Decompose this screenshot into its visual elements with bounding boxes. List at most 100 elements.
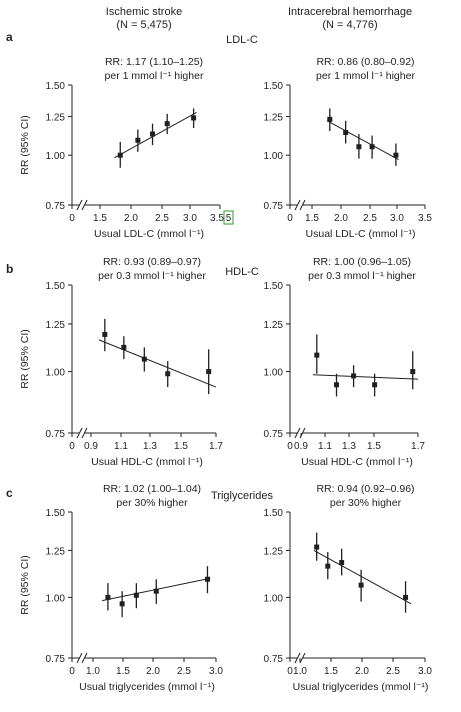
rr-annotation-line: RR: 0.86 (0.80–0.92) xyxy=(316,56,414,68)
rr-annotation-line: RR: 1.17 (1.10–1.25) xyxy=(105,56,203,68)
panel-label-c: c xyxy=(6,486,13,500)
x-tick-label: 0 xyxy=(287,441,293,452)
data-point xyxy=(393,152,399,158)
y-axis-label: RR (95% CI) xyxy=(19,115,31,175)
x-axis-break-mark xyxy=(294,427,301,439)
x-axis-break-gap xyxy=(79,199,85,211)
y-tick-label: 1.00 xyxy=(46,368,66,379)
rr-annotation-line: RR: 0.94 (0.92–0.96) xyxy=(316,483,414,495)
x-tick-label: 0.9 xyxy=(84,441,98,452)
y-tick-label: 1.50 xyxy=(46,81,66,92)
x-axis-label: Usual HDL-C (mmol l⁻¹) xyxy=(91,456,203,468)
left-column-n: (N = 5,475) xyxy=(116,19,172,31)
rr-annotation-line: RR: 1.02 (1.00–1.04) xyxy=(103,483,201,495)
x-axis-label: Usual HDL-C (mmol l⁻¹) xyxy=(301,456,413,468)
rr-annotation-line: RR: 1.00 (0.96–1.05) xyxy=(313,256,411,268)
highlight-tick-label: 5 xyxy=(226,213,232,224)
data-point xyxy=(410,369,416,375)
data-point xyxy=(165,371,171,377)
x-tick-label: 0 xyxy=(69,441,75,452)
x-tick-label: 3.5 xyxy=(210,213,224,224)
section-title-hdl: HDL-C xyxy=(225,266,259,278)
x-tick-label: 0 xyxy=(287,213,293,224)
x-tick-label: 3.0 xyxy=(183,213,197,224)
x-axis-break-mark xyxy=(81,427,88,439)
rr-annotation-line: per 30% higher xyxy=(116,497,188,509)
x-tick-label: 2.0 xyxy=(355,666,369,677)
x-axis-break-gap xyxy=(297,199,303,211)
data-point xyxy=(351,373,357,379)
data-point xyxy=(314,544,320,550)
x-tick-label: 3.5 xyxy=(418,213,432,224)
x-tick-label: 1.3 xyxy=(143,441,157,452)
x-tick-label: 3.0 xyxy=(209,666,223,677)
chart-tg-ischemic: 0.75 1.00 1.25 1.50 0 1.0 1.5 2.0 2.5 3.0 Usual tr… xyxy=(19,483,223,693)
left-column-title: Ischemic stroke xyxy=(105,6,183,18)
y-axis-label: RR (95% CI) xyxy=(19,329,31,389)
y-tick-label: 0.75 xyxy=(46,654,66,665)
data-point xyxy=(314,352,320,358)
rr-annotation-line: per 30% higher xyxy=(330,497,402,509)
x-tick-label: 1.1 xyxy=(114,441,128,452)
data-point xyxy=(105,594,111,600)
x-axis-break-mark xyxy=(76,199,83,211)
data-point xyxy=(141,356,147,362)
x-tick-label: 2.5 xyxy=(177,666,191,677)
data-point xyxy=(164,121,170,127)
x-axis-break-mark xyxy=(299,199,306,211)
x-axis-label: Usual LDL-C (mmol l⁻¹) xyxy=(94,228,204,240)
x-axis-break-gap xyxy=(79,427,85,439)
x-tick-label: 0.9 xyxy=(294,441,308,452)
x-axis-break-mark xyxy=(294,652,301,664)
panel-label-b: b xyxy=(6,262,14,276)
y-tick-label: 1.50 xyxy=(264,508,284,519)
x-axis-break-gap xyxy=(79,652,85,664)
x-tick-label: 1.0 xyxy=(86,666,100,677)
x-tick-label: 2.0 xyxy=(334,213,348,224)
x-axis-break-mark xyxy=(294,199,301,211)
rr-annotation-line: per 1 mmol l⁻¹ higher xyxy=(316,70,415,82)
data-point xyxy=(327,116,333,122)
data-point xyxy=(121,344,127,350)
x-tick-label: 0 xyxy=(69,213,75,224)
y-tick-label: 1.50 xyxy=(46,281,66,292)
data-point xyxy=(117,152,123,158)
x-tick-label: 2.0 xyxy=(146,666,160,677)
y-tick-label: 1.00 xyxy=(264,368,284,379)
fit-line xyxy=(326,120,399,161)
y-tick-label: 1.25 xyxy=(46,113,66,124)
right-column-title: Intracerebral hemorrhage xyxy=(287,6,413,18)
chart-hdl-ischemic: 0.75 1.00 1.25 1.50 0 0.9 1.1 1.3 1.5 1.7 Usual HD… xyxy=(19,256,223,468)
data-point xyxy=(206,369,212,375)
x-tick-label: 1.5 xyxy=(116,666,130,677)
x-axis-label: Usual LDL-C (mmol l⁻¹) xyxy=(306,228,416,240)
x-tick-label: 0 xyxy=(69,666,75,677)
x-tick-label: 3.0 xyxy=(390,213,404,224)
x-axis-label: Usual triglycerides (mmol l⁻¹) xyxy=(293,681,429,693)
y-tick-label: 1.50 xyxy=(46,508,66,519)
data-point xyxy=(102,331,108,337)
y-tick-label: 1.00 xyxy=(46,151,66,162)
y-tick-label: 1.50 xyxy=(264,81,284,92)
highlight-box xyxy=(223,210,234,225)
x-tick-label: 1.5 xyxy=(174,441,188,452)
y-tick-label: 0.75 xyxy=(46,201,66,212)
x-axis-break-mark xyxy=(76,427,83,439)
data-point xyxy=(403,594,409,600)
fit-line xyxy=(312,374,419,380)
y-axis-label: RR (95% CI) xyxy=(19,555,31,615)
chart-hdl-ich: 0.75 1.00 1.25 1.50 0 0.9 1.1 1.3 1.5 1.7 Usual HD… xyxy=(264,256,426,468)
x-tick-label: 1.5 xyxy=(93,213,107,224)
data-point xyxy=(191,115,197,121)
y-tick-label: 1.00 xyxy=(264,151,284,162)
x-tick-label: 1.1 xyxy=(318,441,332,452)
x-tick-label: 3.0 xyxy=(418,666,432,677)
x-axis-label: Usual triglycerides (mmol l⁻¹) xyxy=(79,681,215,693)
x-tick-label: 2.5 xyxy=(386,666,400,677)
fit-line xyxy=(98,339,217,388)
data-point xyxy=(358,582,364,588)
data-point xyxy=(334,382,340,388)
rr-annotation-line: per 0.3 mmol l⁻¹ higher xyxy=(98,270,206,282)
